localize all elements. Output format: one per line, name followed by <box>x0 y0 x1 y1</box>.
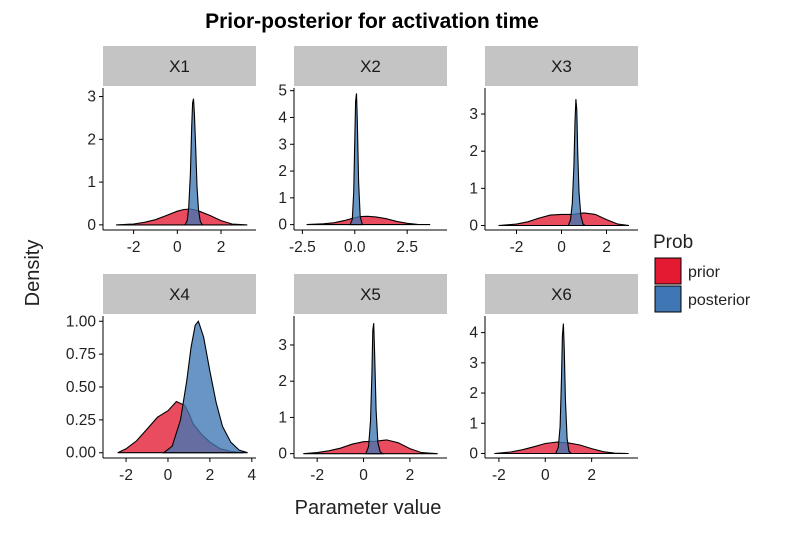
strip-x6 <box>485 274 638 314</box>
y-tick-label: 3 <box>278 337 287 354</box>
strip-label: X2 <box>360 57 381 76</box>
y-tick-label: 0.50 <box>66 379 97 396</box>
legend: Prob prior posterior <box>653 232 751 313</box>
strip-label: X6 <box>551 285 572 304</box>
y-tick-label: 0 <box>278 446 287 463</box>
y-tick-label: 0 <box>278 217 287 234</box>
legend-swatch-posterior <box>654 285 682 313</box>
y-tick-label: 3 <box>469 355 478 372</box>
y-tick-label: 3 <box>278 136 287 153</box>
y-tick-label: 2 <box>278 163 287 180</box>
strip-label: X3 <box>551 57 572 76</box>
strip-label: X5 <box>360 285 381 304</box>
y-tick-label: 5 <box>278 83 287 100</box>
y-tick-label: 1 <box>278 409 287 426</box>
y-tick-label: 2 <box>87 131 96 148</box>
chart-title: Prior-posterior for activation time <box>205 10 539 33</box>
x-tick-label: -2 <box>510 239 524 256</box>
posterior-density <box>567 99 587 227</box>
posterior-density <box>162 320 248 454</box>
y-tick-label: 4 <box>278 109 287 126</box>
legend-swatch-prior <box>654 257 682 285</box>
y-tick-label: 2 <box>469 385 478 402</box>
x-tick-label: -2 <box>119 467 133 484</box>
x-tick-label: -2.5 <box>289 239 316 256</box>
y-tick-label: 3 <box>87 89 96 106</box>
x-tick-label: 2 <box>587 467 596 484</box>
x-tick-label: 0 <box>359 467 368 484</box>
prior-density <box>498 212 630 227</box>
y-tick-label: 1 <box>87 174 96 191</box>
x-tick-label: 2 <box>602 239 611 256</box>
y-tick-label: 0.75 <box>66 346 96 363</box>
x-tick-label: 0.0 <box>344 239 366 256</box>
y-tick-label: 1.00 <box>66 313 97 330</box>
x-tick-label: 0 <box>541 467 550 484</box>
panel-x2: X2 0 1 2 3 4 5 -2.5 0.0 2.5 <box>278 46 447 256</box>
x-tick-label: 0 <box>173 239 182 256</box>
x-tick-label: 2 <box>206 467 215 484</box>
strip-label: X1 <box>169 57 190 76</box>
y-axis-title: Density <box>22 240 44 307</box>
x-tick-label: 4 <box>247 467 256 484</box>
y-tick-label: 0.00 <box>66 445 97 462</box>
panel-x4: X4 0.00 0.25 0.50 0.75 1.00 -2 0 2 4 <box>66 274 256 484</box>
x-tick-label: 0 <box>164 467 173 484</box>
panel-x1: X1 0 1 2 3 -2 0 2 <box>87 46 256 256</box>
posterior-density <box>184 98 204 226</box>
y-tick-label: 1 <box>469 415 478 432</box>
y-tick-label: 1 <box>278 190 287 207</box>
panel-x6: X6 0 1 2 3 4 -2 0 2 <box>469 274 638 484</box>
y-tick-label: 2 <box>469 143 478 160</box>
y-tick-label: 0 <box>469 445 478 462</box>
strip-x1 <box>103 46 256 86</box>
y-tick-label: 0 <box>87 217 96 234</box>
y-tick-label: 0.25 <box>66 412 96 429</box>
panel-x5: X5 0 1 2 3 -2 0 2 <box>278 274 447 484</box>
strip-x3 <box>485 46 638 86</box>
x-tick-label: -2 <box>492 467 506 484</box>
posterior-density <box>554 323 573 455</box>
prior-density <box>306 215 431 226</box>
x-tick-label: -2 <box>310 467 324 484</box>
strip-x2 <box>294 46 447 86</box>
y-tick-label: 0 <box>469 218 478 235</box>
legend-title: Prob <box>653 232 693 253</box>
x-tick-label: 2 <box>217 239 226 256</box>
x-tick-label: 2.5 <box>396 239 418 256</box>
posterior-density <box>365 323 385 455</box>
x-axis-title: Parameter value <box>295 497 442 519</box>
prior-density <box>116 208 248 226</box>
posterior-density <box>349 93 364 226</box>
legend-label-prior: prior <box>688 264 721 281</box>
x-tick-label: -2 <box>127 239 141 256</box>
strip-label: X4 <box>169 285 190 304</box>
x-tick-label: 2 <box>406 467 415 484</box>
y-tick-label: 3 <box>469 106 478 123</box>
strip-x4 <box>103 274 256 314</box>
panel-x3: X3 0 1 2 3 -2 0 2 <box>469 46 638 256</box>
x-tick-label: 0 <box>557 239 566 256</box>
y-tick-label: 1 <box>469 180 478 197</box>
legend-label-posterior: posterior <box>688 292 751 309</box>
y-tick-label: 4 <box>469 325 478 342</box>
strip-x5 <box>294 274 447 314</box>
y-tick-label: 2 <box>278 373 287 390</box>
